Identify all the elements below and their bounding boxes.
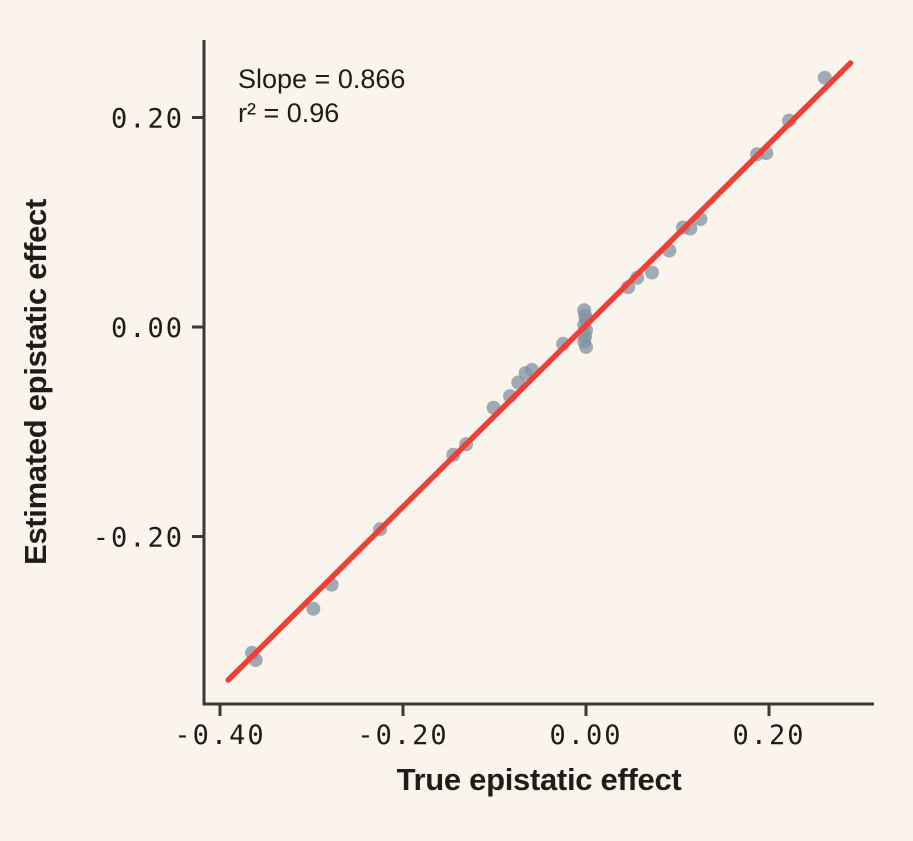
x-tick-label: -0.40 (174, 720, 265, 751)
fit-line (225, 60, 854, 683)
data-point (306, 601, 321, 616)
fit-annotation: Slope = 0.866 r² = 0.96 (238, 62, 405, 130)
y-axis-title: Estimated epistatic effect (18, 198, 53, 566)
r-squared-annotation: r² = 0.96 (238, 98, 340, 128)
y-tick-label: -0.20 (93, 523, 184, 554)
data-point (579, 339, 593, 354)
x-tick-label: -0.20 (357, 720, 448, 751)
y-tick-label: 0.20 (111, 104, 184, 135)
x-tick-label: 0.00 (549, 720, 622, 751)
x-axis-title: True epistatic effect (396, 762, 682, 797)
x-tick-label: 0.20 (732, 720, 805, 751)
axis-line (202, 40, 874, 706)
data-point (644, 265, 659, 280)
slope-annotation: Slope = 0.866 (238, 64, 406, 94)
y-tick-label: 0.00 (111, 313, 184, 344)
